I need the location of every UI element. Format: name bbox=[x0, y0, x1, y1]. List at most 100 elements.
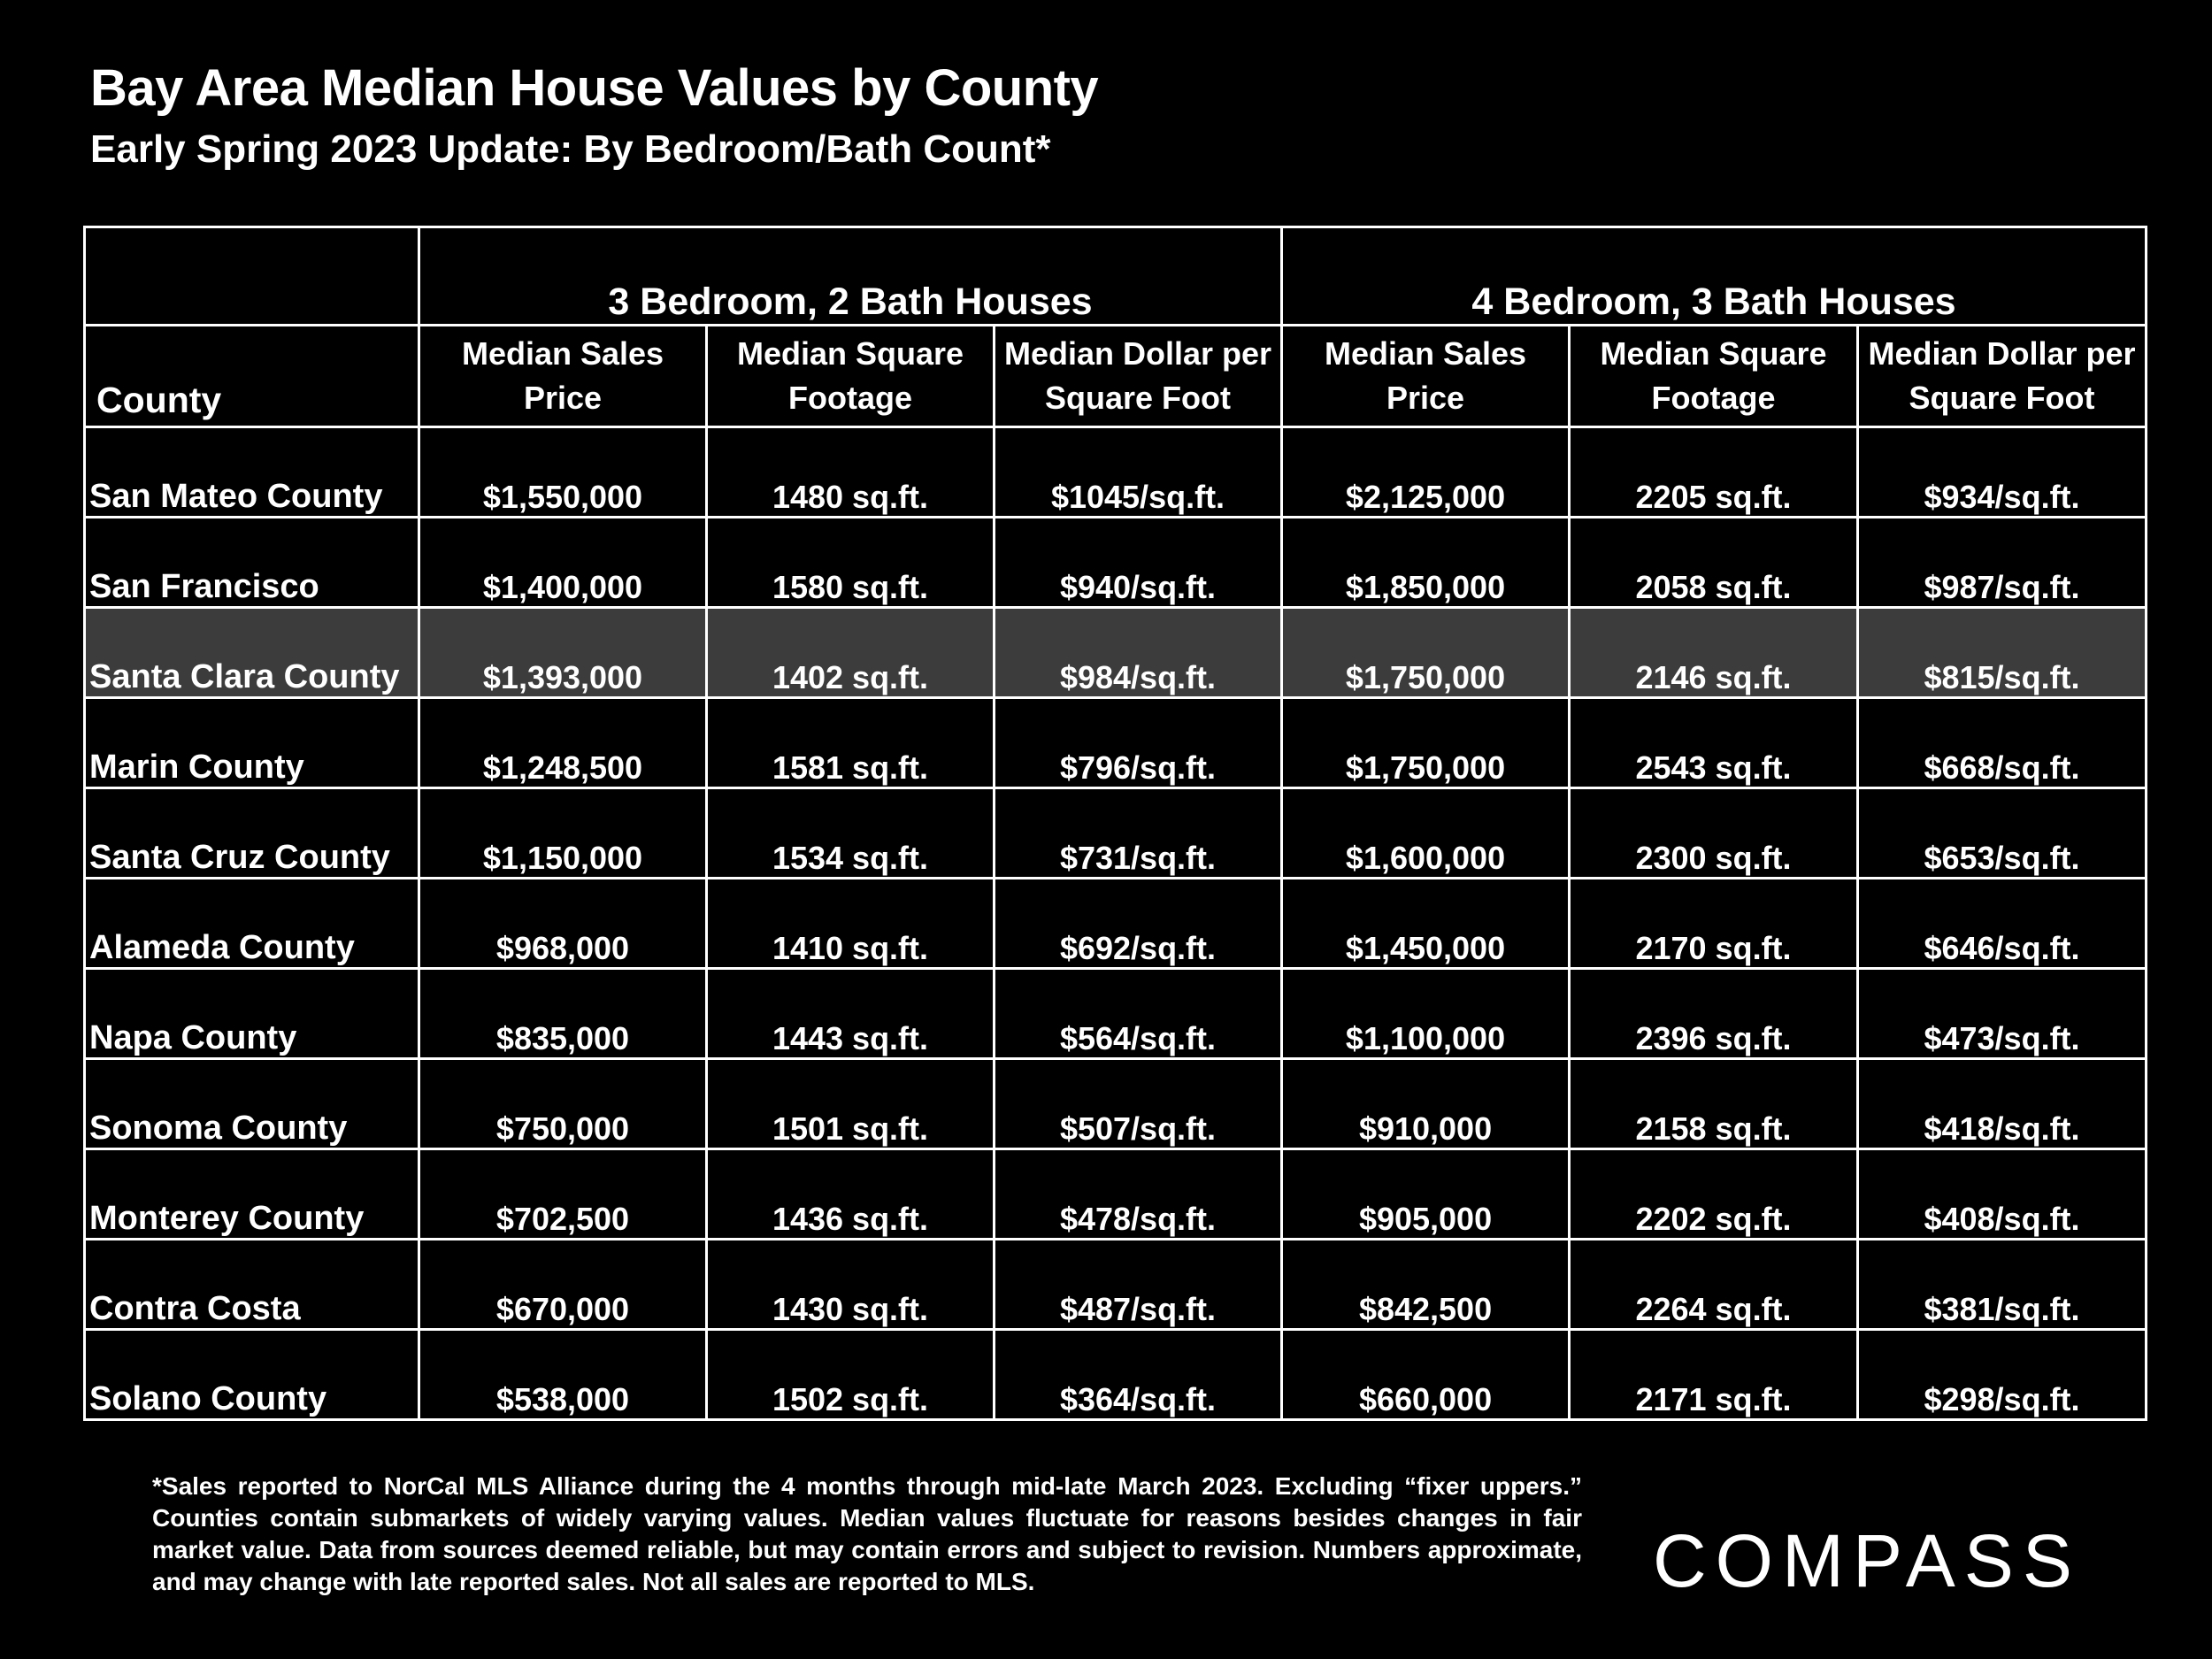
value-cell: 1410 sq.ft. bbox=[705, 877, 995, 970]
column-header-row: County Median Sales Price Median Square … bbox=[83, 324, 2148, 428]
value-cell: $905,000 bbox=[1280, 1148, 1571, 1240]
value-cell: $796/sq.ft. bbox=[992, 696, 1284, 789]
value-cell: $408/sq.ft. bbox=[1856, 1148, 2148, 1240]
value-cell: $1,600,000 bbox=[1280, 787, 1571, 879]
value-cell: $1,750,000 bbox=[1280, 606, 1571, 699]
page-subtitle: Early Spring 2023 Update: By Bedroom/Bat… bbox=[90, 127, 1051, 171]
value-cell: $653/sq.ft. bbox=[1856, 787, 2148, 879]
value-cell: 1580 sq.ft. bbox=[705, 516, 995, 609]
table-row: San Francisco $1,400,000 1580 sq.ft. $940/s… bbox=[83, 516, 2148, 609]
table-row: Santa Clara County $1,393,000 1402 sq.ft. $… bbox=[83, 606, 2148, 699]
table-row: Alameda County $968,000 1410 sq.ft. $692/sq… bbox=[83, 877, 2148, 970]
table-row: Santa Cruz County $1,150,000 1534 sq.ft. $7… bbox=[83, 787, 2148, 879]
county-name-cell: San Francisco bbox=[83, 516, 420, 609]
table-body: San Mateo County $1,550,000 1480 sq.ft. $10… bbox=[83, 426, 2148, 1421]
value-cell: 1581 sq.ft. bbox=[705, 696, 995, 789]
value-cell: $538,000 bbox=[418, 1328, 708, 1421]
value-cell: $473/sq.ft. bbox=[1856, 967, 2148, 1060]
value-cell: $750,000 bbox=[418, 1057, 708, 1150]
table-row: San Mateo County $1,550,000 1480 sq.ft. $10… bbox=[83, 426, 2148, 518]
value-cell: $987/sq.ft. bbox=[1856, 516, 2148, 609]
table-row: Napa County $835,000 1443 sq.ft. $564/sq.ft… bbox=[83, 967, 2148, 1060]
county-name-cell: Santa Clara County bbox=[83, 606, 420, 699]
county-name-cell: Solano County bbox=[83, 1328, 420, 1421]
column-header: Median Dollar per Square Foot bbox=[1856, 324, 2148, 428]
value-cell: 1402 sq.ft. bbox=[705, 606, 995, 699]
value-cell: $1,400,000 bbox=[418, 516, 708, 609]
value-cell: 2158 sq.ft. bbox=[1568, 1057, 1860, 1150]
county-name-cell: Contra Costa bbox=[83, 1238, 420, 1331]
value-cell: 2264 sq.ft. bbox=[1568, 1238, 1860, 1331]
value-cell: 2300 sq.ft. bbox=[1568, 787, 1860, 879]
column-header: Median Sales Price bbox=[1280, 324, 1571, 428]
value-cell: $968,000 bbox=[418, 877, 708, 970]
value-cell: $1,450,000 bbox=[1280, 877, 1571, 970]
county-name-cell: Alameda County bbox=[83, 877, 420, 970]
value-cell: 2396 sq.ft. bbox=[1568, 967, 1860, 1060]
value-cell: $670,000 bbox=[418, 1238, 708, 1331]
value-cell: $1,750,000 bbox=[1280, 696, 1571, 789]
table-row: Solano County $538,000 1502 sq.ft. $364/sq.… bbox=[83, 1328, 2148, 1421]
group-header-row: 3 Bedroom, 2 Bath Houses 4 Bedroom, 3 Ba… bbox=[83, 226, 2148, 326]
column-header: Median Dollar per Square Foot bbox=[992, 324, 1284, 428]
table-row: Monterey County $702,500 1436 sq.ft. $478/s… bbox=[83, 1148, 2148, 1240]
value-cell: $692/sq.ft. bbox=[992, 877, 1284, 970]
column-header: Median Square Footage bbox=[705, 324, 995, 428]
value-cell: $842,500 bbox=[1280, 1238, 1571, 1331]
value-cell: $646/sq.ft. bbox=[1856, 877, 2148, 970]
value-cell: 1430 sq.ft. bbox=[705, 1238, 995, 1331]
value-cell: $1,248,500 bbox=[418, 696, 708, 789]
footnote: *Sales reported to NorCal MLS Alliance d… bbox=[152, 1472, 1582, 1595]
value-cell: 2171 sq.ft. bbox=[1568, 1328, 1860, 1421]
column-header: Median Sales Price bbox=[418, 324, 708, 428]
value-cell: $478/sq.ft. bbox=[992, 1148, 1284, 1240]
county-name-cell: San Mateo County bbox=[83, 426, 420, 518]
page-title: Bay Area Median House Values by County bbox=[90, 59, 1099, 117]
value-cell: $364/sq.ft. bbox=[992, 1328, 1284, 1421]
county-name-cell: Sonoma County bbox=[83, 1057, 420, 1150]
county-values-table: 3 Bedroom, 2 Bath Houses 4 Bedroom, 3 Ba… bbox=[83, 226, 2148, 1421]
value-cell: $934/sq.ft. bbox=[1856, 426, 2148, 518]
value-cell: 2170 sq.ft. bbox=[1568, 877, 1860, 970]
group-header-3bed: 3 Bedroom, 2 Bath Houses bbox=[417, 226, 1284, 326]
value-cell: $1,150,000 bbox=[418, 787, 708, 879]
value-cell: $1,850,000 bbox=[1280, 516, 1571, 609]
value-cell: $984/sq.ft. bbox=[992, 606, 1284, 699]
value-cell: 2058 sq.ft. bbox=[1568, 516, 1860, 609]
value-cell: 2146 sq.ft. bbox=[1568, 606, 1860, 699]
table-row: Marin County $1,248,500 1581 sq.ft. $796/sq… bbox=[83, 696, 2148, 789]
column-header: Median Square Footage bbox=[1568, 324, 1860, 428]
value-cell: $487/sq.ft. bbox=[992, 1238, 1284, 1331]
value-cell: $1045/sq.ft. bbox=[992, 426, 1284, 518]
compass-logo: COMPASS bbox=[1653, 1519, 2081, 1602]
value-cell: 2205 sq.ft. bbox=[1568, 426, 1860, 518]
empty-corner-cell bbox=[83, 226, 420, 326]
county-name-cell: Santa Cruz County bbox=[83, 787, 420, 879]
value-cell: 1502 sq.ft. bbox=[705, 1328, 995, 1421]
value-cell: $660,000 bbox=[1280, 1328, 1571, 1421]
value-cell: $381/sq.ft. bbox=[1856, 1238, 2148, 1331]
table-row: Contra Costa $670,000 1430 sq.ft. $487/sq.f… bbox=[83, 1238, 2148, 1331]
county-column-header: County bbox=[83, 324, 420, 428]
value-cell: 1501 sq.ft. bbox=[705, 1057, 995, 1150]
value-cell: $702,500 bbox=[418, 1148, 708, 1240]
county-name-cell: Monterey County bbox=[83, 1148, 420, 1240]
value-cell: $940/sq.ft. bbox=[992, 516, 1284, 609]
value-cell: $668/sq.ft. bbox=[1856, 696, 2148, 789]
value-cell: $910,000 bbox=[1280, 1057, 1571, 1150]
group-header-4bed: 4 Bedroom, 3 Bath Houses bbox=[1280, 226, 2148, 326]
value-cell: 1480 sq.ft. bbox=[705, 426, 995, 518]
value-cell: $507/sq.ft. bbox=[992, 1057, 1284, 1150]
value-cell: $564/sq.ft. bbox=[992, 967, 1284, 1060]
value-cell: 1534 sq.ft. bbox=[705, 787, 995, 879]
value-cell: $731/sq.ft. bbox=[992, 787, 1284, 879]
value-cell: $1,100,000 bbox=[1280, 967, 1571, 1060]
county-name-cell: Napa County bbox=[83, 967, 420, 1060]
value-cell: $1,393,000 bbox=[418, 606, 708, 699]
value-cell: $835,000 bbox=[418, 967, 708, 1060]
value-cell: $815/sq.ft. bbox=[1856, 606, 2148, 699]
table-row: Sonoma County $750,000 1501 sq.ft. $507/sq.… bbox=[83, 1057, 2148, 1150]
value-cell: 2543 sq.ft. bbox=[1568, 696, 1860, 789]
county-name-cell: Marin County bbox=[83, 696, 420, 789]
value-cell: $2,125,000 bbox=[1280, 426, 1571, 518]
